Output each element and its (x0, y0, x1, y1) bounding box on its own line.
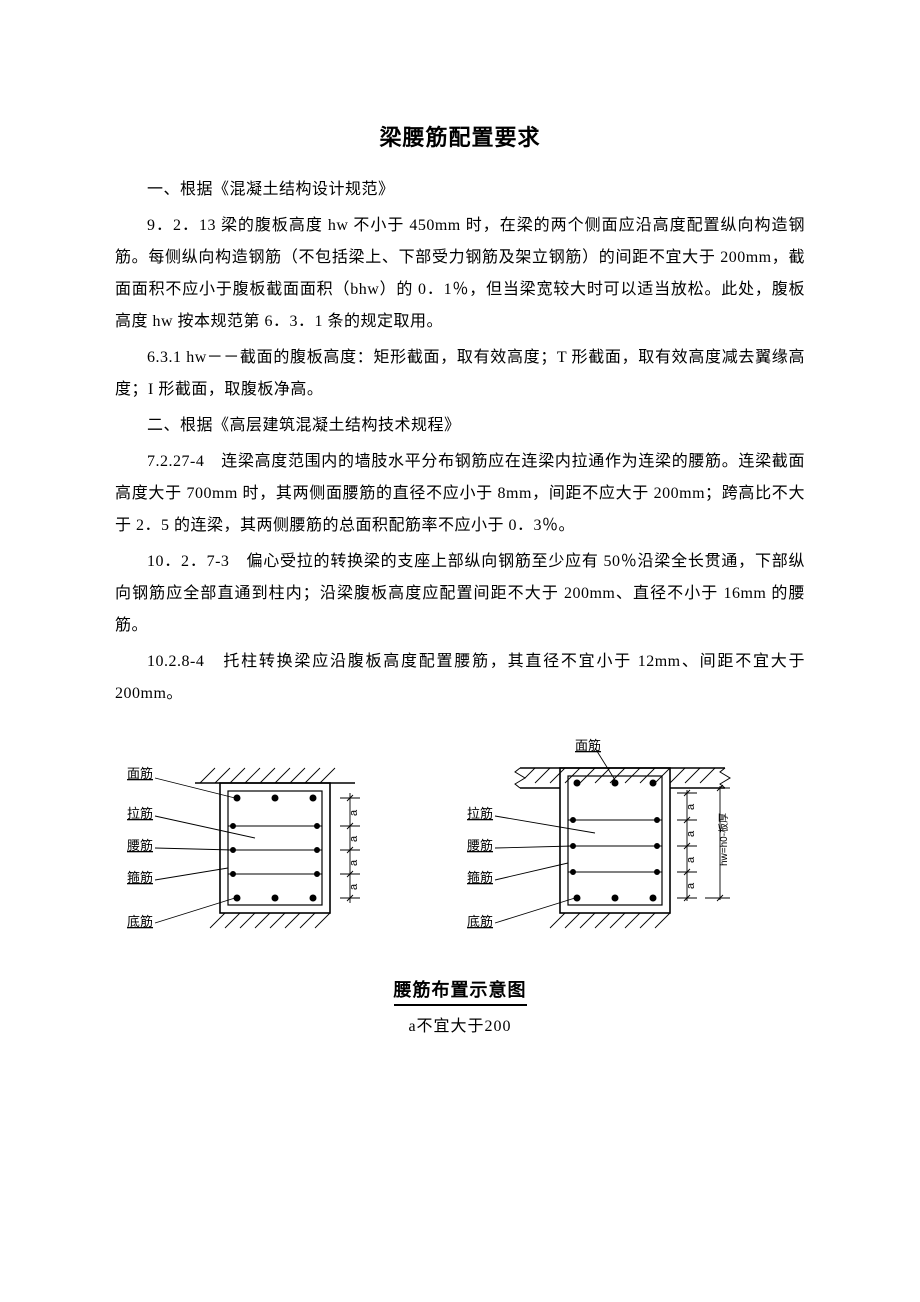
diagram-rect-section: a a a a 面筋 拉筋 腰筋 箍筋 底筋 (125, 738, 425, 958)
paragraph-7-2-27-4: 7.2.27-4 连梁高度范围内的墙肢水平分布钢筋应在连梁内拉通作为连梁的腰筋。… (115, 446, 805, 542)
label-gujin-left: 箍筋 (127, 870, 153, 885)
label-lajin-right: 拉筋 (467, 806, 493, 821)
label-gujin-right: 箍筋 (467, 870, 493, 885)
dim-a-r1: a (685, 803, 697, 810)
label-yaojin-right: 腰筋 (467, 838, 493, 853)
figure-caption: 腰筋布置示意图 a不宜大于200 (115, 976, 805, 1036)
label-mianjin-left: 面筋 (127, 766, 153, 781)
dim-a-r4: a (685, 882, 697, 889)
caption-title: 腰筋布置示意图 (394, 976, 527, 1006)
paragraph-10-2-7-3: 10．2．7-3 偏心受拉的转换梁的支座上部纵向钢筋至少应有 50％沿梁全长贯通… (115, 546, 805, 642)
diagram-t-section: a a a a hw=h0-板厚 面筋 拉筋 腰筋 箍筋 底筋 (465, 738, 795, 958)
label-mianjin-right: 面筋 (575, 738, 601, 753)
label-yaojin-left: 腰筋 (127, 838, 153, 853)
page-title: 梁腰筋配置要求 (115, 120, 805, 152)
document-page: 梁腰筋配置要求 一、根据《混凝土结构设计规范》 9．2．13 梁的腹板高度 hw… (0, 0, 920, 1302)
section-2-heading: 二、根据《高层建筑混凝土结构技术规程》 (115, 410, 805, 442)
label-dijin-left: 底筋 (127, 914, 153, 929)
dim-a-3: a (348, 859, 360, 866)
paragraph-9-2-13: 9．2．13 梁的腹板高度 hw 不小于 450mm 时，在梁的两个侧面应沿高度… (115, 210, 805, 338)
figure-area: a a a a 面筋 拉筋 腰筋 箍筋 底筋 (115, 738, 805, 958)
label-lajin-left: 拉筋 (127, 806, 153, 821)
dim-a-4: a (348, 883, 360, 890)
dim-a-1: a (348, 809, 360, 816)
section-1-heading: 一、根据《混凝土结构设计规范》 (115, 174, 805, 206)
label-dijin-right: 底筋 (467, 914, 493, 929)
paragraph-10-2-8-4: 10.2.8-4 托柱转换梁应沿腹板高度配置腰筋，其直径不宜小于 12mm、间距… (115, 646, 805, 710)
paragraph-6-3-1: 6.3.1 hw－－截面的腹板高度：矩形截面，取有效高度；T 形截面，取有效高度… (115, 342, 805, 406)
dim-a-r2: a (685, 830, 697, 837)
caption-sub: a不宜大于200 (115, 1012, 805, 1036)
hw-label: hw=h0-板厚 (717, 813, 730, 866)
dim-a-2: a (348, 835, 360, 842)
dim-a-r3: a (685, 856, 697, 863)
